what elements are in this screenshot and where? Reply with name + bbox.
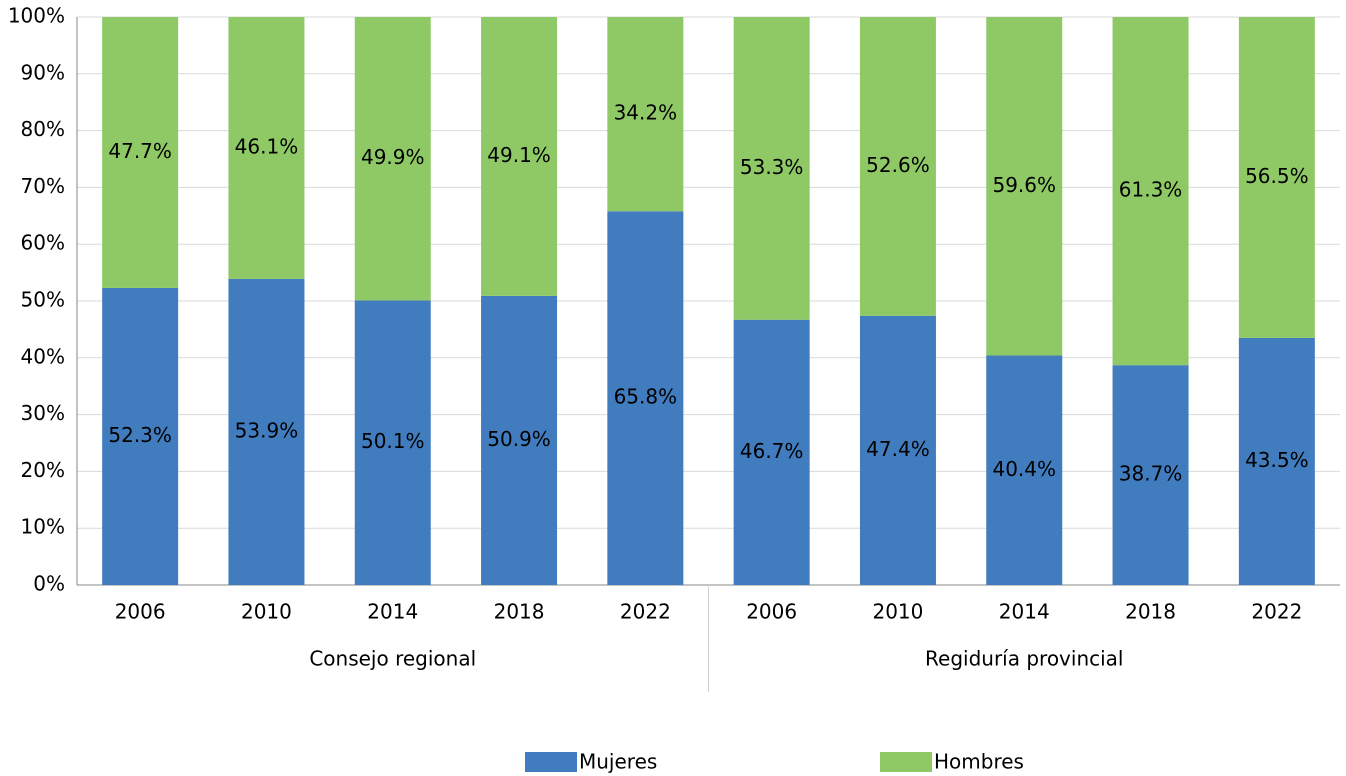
data-label: 50.1%	[361, 429, 425, 453]
y-tick-label: 40%	[21, 344, 65, 368]
y-tick-label: 100%	[8, 4, 65, 28]
bar-segment	[986, 17, 1063, 356]
bar-segment	[733, 17, 810, 320]
bar-segment	[1112, 365, 1189, 585]
bar-segment	[102, 287, 179, 585]
x-tick-label: 2022	[1251, 600, 1302, 624]
data-label: 47.4%	[866, 437, 930, 461]
x-tick-label: 2010	[241, 600, 292, 624]
bar-segment	[733, 319, 810, 585]
data-label: 59.6%	[992, 173, 1056, 197]
legend-swatch	[880, 752, 932, 772]
data-label: 40.4%	[992, 457, 1056, 481]
data-label: 46.1%	[235, 134, 299, 158]
y-tick-label: 70%	[21, 174, 65, 198]
bar-segment	[1238, 337, 1315, 585]
x-tick-label: 2022	[620, 600, 671, 624]
x-tick-label: 2010	[872, 600, 923, 624]
y-tick-label: 0%	[33, 572, 65, 596]
legend-swatch	[525, 752, 577, 772]
bar-segment	[354, 300, 431, 585]
data-label: 56.5%	[1245, 164, 1309, 188]
data-label: 34.2%	[614, 101, 678, 125]
x-tick-label: 2018	[1125, 600, 1176, 624]
y-tick-label: 20%	[21, 458, 65, 482]
data-label: 53.3%	[740, 155, 804, 179]
data-label: 49.9%	[361, 145, 425, 169]
group-label: Consejo regional	[309, 647, 476, 671]
x-tick-label: 2006	[746, 600, 797, 624]
data-label: 61.3%	[1119, 178, 1183, 202]
bar-segment	[607, 211, 684, 586]
bar-segment	[354, 17, 431, 301]
y-tick-label: 50%	[21, 288, 65, 312]
bar-segment	[228, 17, 305, 279]
data-label: 43.5%	[1245, 448, 1309, 472]
bar-segment	[228, 278, 305, 585]
data-label: 38.7%	[1119, 462, 1183, 486]
x-tick-label: 2014	[367, 600, 418, 624]
data-label: 49.1%	[487, 143, 551, 167]
y-tick-label: 30%	[21, 401, 65, 425]
bar-segment	[986, 355, 1063, 585]
bar-segment	[859, 17, 936, 316]
data-label: 53.9%	[235, 418, 299, 442]
x-tick-label: 2018	[494, 600, 545, 624]
x-tick-label: 2006	[115, 600, 166, 624]
y-tick-label: 60%	[21, 231, 65, 255]
data-label: 50.9%	[487, 427, 551, 451]
data-label: 47.7%	[108, 139, 172, 163]
group-label: Regiduría provincial	[925, 647, 1123, 671]
y-tick-label: 80%	[21, 117, 65, 141]
bar-segment	[1238, 17, 1315, 338]
legend-label: Hombres	[934, 750, 1024, 774]
bar-segment	[102, 17, 179, 288]
data-label: 52.3%	[108, 423, 172, 447]
data-label: 65.8%	[614, 385, 678, 409]
bar-segment	[481, 295, 558, 585]
bar-segment	[481, 17, 558, 296]
data-label: 46.7%	[740, 439, 804, 463]
y-tick-label: 10%	[21, 515, 65, 539]
data-label: 52.6%	[866, 153, 930, 177]
y-tick-label: 90%	[21, 60, 65, 84]
bar-segment	[1112, 17, 1189, 366]
bar-segment	[607, 17, 684, 212]
bar-segment	[859, 315, 936, 585]
legend-label: Mujeres	[579, 750, 657, 774]
x-tick-label: 2014	[999, 600, 1050, 624]
